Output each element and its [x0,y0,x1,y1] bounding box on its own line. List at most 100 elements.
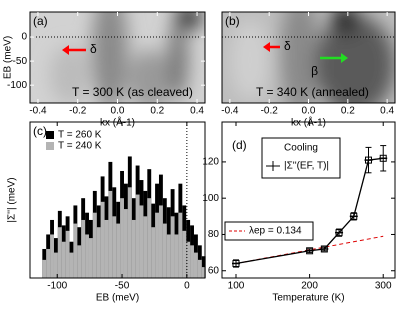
x-tick-label: 200 [301,281,318,292]
x-tick-label: -0.4 [221,106,239,117]
bar [61,241,66,278]
legend-box [224,221,314,241]
arpes-image-b [222,12,395,103]
annotation-arrowhead [341,53,348,63]
panel-label: (d) [232,138,247,152]
annotation-text: β [311,64,318,78]
bar [57,227,62,278]
bar [81,219,86,278]
x-tick-label: -0.2 [261,106,279,117]
bar [92,212,97,278]
bar [190,245,194,278]
caption: T = 340 K (annealed) [256,85,369,99]
panel-label: (c) [33,124,47,138]
bar [182,230,187,278]
bar [193,252,198,278]
x-tick-label: -0.4 [29,106,47,117]
x-tick-label: 0.4 [380,106,394,117]
x-tick-label: -0.2 [69,106,87,117]
x-axis-label: Temperature (K) [272,293,344,304]
marker-box [320,245,328,253]
panel-label: (a) [33,14,48,28]
arpes-image-a [30,12,205,103]
bar [88,238,93,278]
bar [166,234,171,278]
annotation-text: δ [284,39,291,53]
bar [197,259,202,278]
marker-box [350,212,358,220]
y-tick-label: 120 [202,157,219,168]
marker-box [379,154,387,162]
bar [108,190,113,278]
x-tick-label: -50 [115,281,130,292]
annotation-arrowhead [62,45,69,55]
caption: T = 300 K (as cleaved) [72,85,193,99]
bar [158,205,163,278]
bar [100,201,105,278]
legend-box [261,137,341,179]
bar [139,205,144,278]
legend-label: T = 240 K [58,141,102,152]
bar [135,194,140,278]
bar [151,227,156,278]
bar [73,223,78,278]
y-tick-label: 0 [21,32,27,43]
y-tick-label: 60 [208,265,220,276]
bar [77,245,82,278]
bar [131,219,136,278]
bar [147,198,152,278]
bar [112,216,117,278]
bar [96,227,101,278]
bar [155,212,159,278]
x-axis-label: EB (meV) [96,293,139,304]
bar [120,198,124,278]
bar [69,252,74,278]
marker-box [232,259,240,267]
plot-frame [221,121,396,279]
marker-box [364,156,372,164]
y-axis-label: EB (meV) [3,36,14,79]
x-tick-label: 0.2 [150,106,164,117]
x-tick-label: 300 [375,281,392,292]
y-tick-label: 80 [208,229,220,240]
annotation-text: δ [90,42,97,56]
legend-swatch [46,142,54,150]
bar [104,219,109,278]
bar [170,216,175,278]
marker-box [306,247,314,255]
bar [65,230,70,278]
x-tick-label: 100 [228,281,245,292]
bar [186,241,191,278]
bar [162,223,167,278]
x-tick-label: 0.0 [302,106,316,117]
plot-frame [29,121,206,279]
x-tick-label: 0.2 [341,106,355,117]
legend-label: T = 260 K [58,130,102,141]
y-tick-label: -50 [13,56,28,67]
bar [127,187,132,278]
panel-label: (b) [225,14,240,28]
marker-box [335,229,343,237]
bar [123,209,128,278]
bar [50,234,54,278]
y-tick-label: -100 [7,80,27,91]
legend-label: |Σ''(EF, T)| [284,161,329,172]
legend-label: λep = 0.134 [249,226,302,237]
x-tick-label: 0.4 [190,106,204,117]
legend-swatch [46,131,54,139]
bar [178,212,183,278]
y-axis-label: |Σ''| (meV) [7,177,18,222]
bar [116,223,121,278]
bar [42,259,47,278]
x-tick-label: -100 [47,281,67,292]
bar [85,234,89,278]
x-tick-label: 0 [184,281,190,292]
annotation-arrowhead [263,42,270,52]
legend-title: Cooling [284,143,318,154]
x-tick-label: 0.0 [111,106,125,117]
bar [143,216,148,278]
bar [174,234,179,278]
y-tick-label: 100 [202,193,219,204]
bar [46,248,51,278]
